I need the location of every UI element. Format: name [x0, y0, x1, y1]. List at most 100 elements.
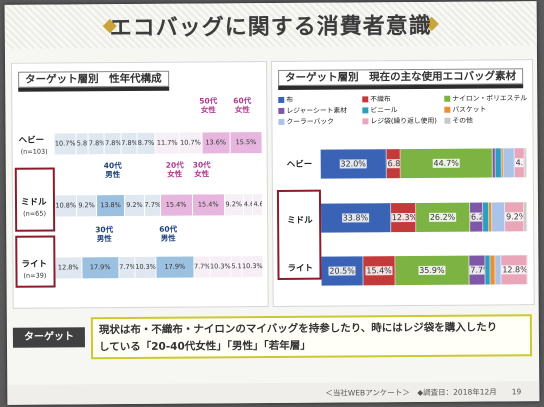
- row-n-middle: (n=65): [23, 209, 47, 218]
- gender-age-segment: 15.5%: [230, 132, 263, 154]
- material-bar-segment: [524, 148, 527, 178]
- gender-age-segment: 7.7%: [144, 194, 161, 216]
- legend-swatch: [278, 107, 285, 114]
- annotation-30s-male: 30代 男性: [95, 225, 114, 244]
- material-bar-segment: 6.2%: [469, 202, 483, 232]
- material-data-label: 44.7%: [432, 158, 460, 168]
- legend-label: クーラーバック: [286, 117, 334, 126]
- material-bar-segment: 9.2%: [504, 202, 525, 232]
- row-label-heavy: ヘビー: [18, 135, 45, 146]
- gender-age-segment: 7.7%: [193, 256, 211, 278]
- material-bar-segment: 12.8%: [501, 255, 528, 285]
- gender-age-segment: 15.4%: [160, 194, 193, 216]
- gender-age-segment: 17.9%: [156, 256, 195, 278]
- material-bar-segment: 15.4%: [363, 256, 396, 286]
- row-n-heavy: (n=103): [20, 147, 48, 156]
- gender-age-bar-heavy: 10.7% 5.8% 7.8% 7.8% 7.8% 8.7% 11.7% 10.7% 13.6%…: [12, 62, 266, 155]
- legend-item: クーラーバック: [278, 116, 334, 126]
- legend-label: バスケット: [452, 105, 487, 114]
- material-data-label: 32.0%: [339, 159, 367, 169]
- gender-age-segment: 10.7%: [54, 133, 77, 155]
- right-panel-heading: ターゲット層別 現在の主な使用エコバッグ素材: [278, 68, 524, 86]
- gender-age-segment: 7.8%: [88, 133, 106, 155]
- legend-item: ビニール: [362, 104, 398, 115]
- legend-label: レジ袋(繰り返し使用): [370, 116, 437, 126]
- legend-swatch: [362, 118, 369, 125]
- target-line-1: 現状は布・不織布・ナイロンのマイバッグを持参したり、時にはレジ袋を購入したり: [98, 321, 498, 337]
- legend-item: レジ袋(繰り返し使用): [362, 115, 437, 126]
- category-label-heavy: ヘビー: [286, 159, 313, 170]
- material-chart: 32.0% 6.8% 44.7% 4.9% 33.8% 12.3% 26.2% 6.2% 9.2…: [272, 60, 532, 286]
- annotation-40s-male: 40代 男性: [103, 161, 122, 180]
- row-n-light: (n=39): [23, 271, 47, 280]
- gender-age-segment: 15.4%: [192, 194, 225, 216]
- annotation-20s-female: 20代 女性: [165, 160, 184, 179]
- row-label-light: ライト: [21, 259, 47, 270]
- legend: 布 不織布 ナイロン・ポリエステルレジャーシート素材 ビニール バスケットクーラーバック…: [272, 60, 532, 126]
- legend-label: ビニール: [370, 106, 398, 115]
- legend-swatch: [444, 106, 451, 113]
- material-bar-segment: 26.2%: [415, 202, 471, 232]
- material-data-label: 33.8%: [341, 213, 370, 223]
- material-bar-segment: 44.7%: [400, 148, 493, 179]
- legend-swatch: [278, 96, 285, 103]
- legend-swatch: [444, 95, 451, 102]
- gender-age-segment: 4.6%: [253, 194, 264, 216]
- legend-item: その他: [444, 115, 473, 125]
- target-tag: ターゲット: [12, 327, 86, 348]
- material-data-label: 7.7%: [469, 265, 486, 275]
- gender-age-segment: 10.3%: [209, 256, 232, 278]
- annotation-50s-female: 50代 女性: [199, 96, 218, 115]
- legend-swatch: [444, 117, 451, 124]
- gender-age-segment: 10.7%: [179, 132, 203, 154]
- gender-age-segment: 11.7%: [155, 132, 180, 154]
- footer: ＜当社WEBアンケート＞ ◆調査日：2018年12月 19: [7, 381, 540, 405]
- material-data-label: 9.2%: [505, 212, 525, 222]
- gender-age-segment: 12.8%: [55, 257, 83, 279]
- material-bar-segment: [523, 202, 528, 232]
- legend-item: ナイロン・ポリエステル: [444, 92, 527, 103]
- gender-age-segment: 13.6%: [202, 132, 231, 154]
- footer-text: ＜当社WEBアンケート＞ ◆調査日：2018年12月 19: [325, 387, 522, 398]
- gender-age-segment: 5.1%: [231, 256, 243, 278]
- gender-age-segment: 9.2%: [224, 194, 244, 216]
- legend-label: その他: [452, 116, 473, 125]
- material-bar-segment: 7.7%: [469, 255, 486, 285]
- target-statement: 現状は布・不織布・ナイロンのマイバッグを持参したり、時にはレジ袋を購入したり し…: [90, 314, 533, 360]
- slide: エコバッグに関する消費者意識 ターゲット層別 性年代構成 50代 女性 60代 …: [4, 1, 540, 405]
- row-label-middle: ミドル: [20, 197, 47, 208]
- material-data-label: 35.9%: [418, 265, 446, 275]
- material-bar-segment: 33.8%: [321, 203, 391, 233]
- gender-age-segment: 8.7%: [137, 132, 156, 154]
- annotation-60s-male: 60代 男性: [159, 224, 178, 243]
- legend-item: レジャーシート素材: [278, 104, 348, 115]
- legend-label: 布: [286, 95, 294, 104]
- gender-age-segment: 9.2%: [125, 194, 145, 217]
- gender-age-segment: 17.9%: [81, 257, 120, 279]
- gender-age-segment: 13.8%: [96, 195, 126, 217]
- material-data-label: 15.4%: [365, 266, 393, 276]
- annotation-30s-female: 30代 女性: [192, 160, 211, 179]
- legend-item: 不織布: [362, 93, 391, 104]
- material-bar-segment: [503, 148, 515, 178]
- material-bar-segment: 12.3%: [390, 202, 417, 233]
- material-bar-segment: 32.0%: [320, 149, 387, 179]
- material-bar-segment: 6.8%: [386, 149, 401, 179]
- gender-age-segment: 7.7%: [119, 256, 136, 279]
- gender-age-segment: 10.3%: [135, 256, 157, 278]
- gender-age-segment: 10.8%: [54, 195, 78, 217]
- legend-swatch: [362, 96, 369, 103]
- material-bar-segment: 4.9%: [514, 148, 525, 178]
- legend-item: 布: [278, 94, 293, 104]
- gender-age-segment: 10.3%: [241, 256, 264, 278]
- gender-age-segment: 5.8%: [76, 133, 89, 155]
- material-bar-segment: [492, 202, 506, 232]
- target-line-2: している「20-40代女性」「男性」「若年層」: [98, 339, 311, 354]
- legend-label: レジャーシート素材: [286, 106, 348, 115]
- material-data-label: 26.2%: [428, 212, 457, 222]
- legend-label: 不織布: [370, 95, 391, 104]
- page-title: エコバッグに関する消費者意識: [109, 13, 432, 42]
- category-label-middle: ミドル: [287, 215, 313, 226]
- legend-label: ナイロン・ポリエステル: [452, 94, 528, 103]
- material-data-label: 4.9%: [514, 158, 525, 168]
